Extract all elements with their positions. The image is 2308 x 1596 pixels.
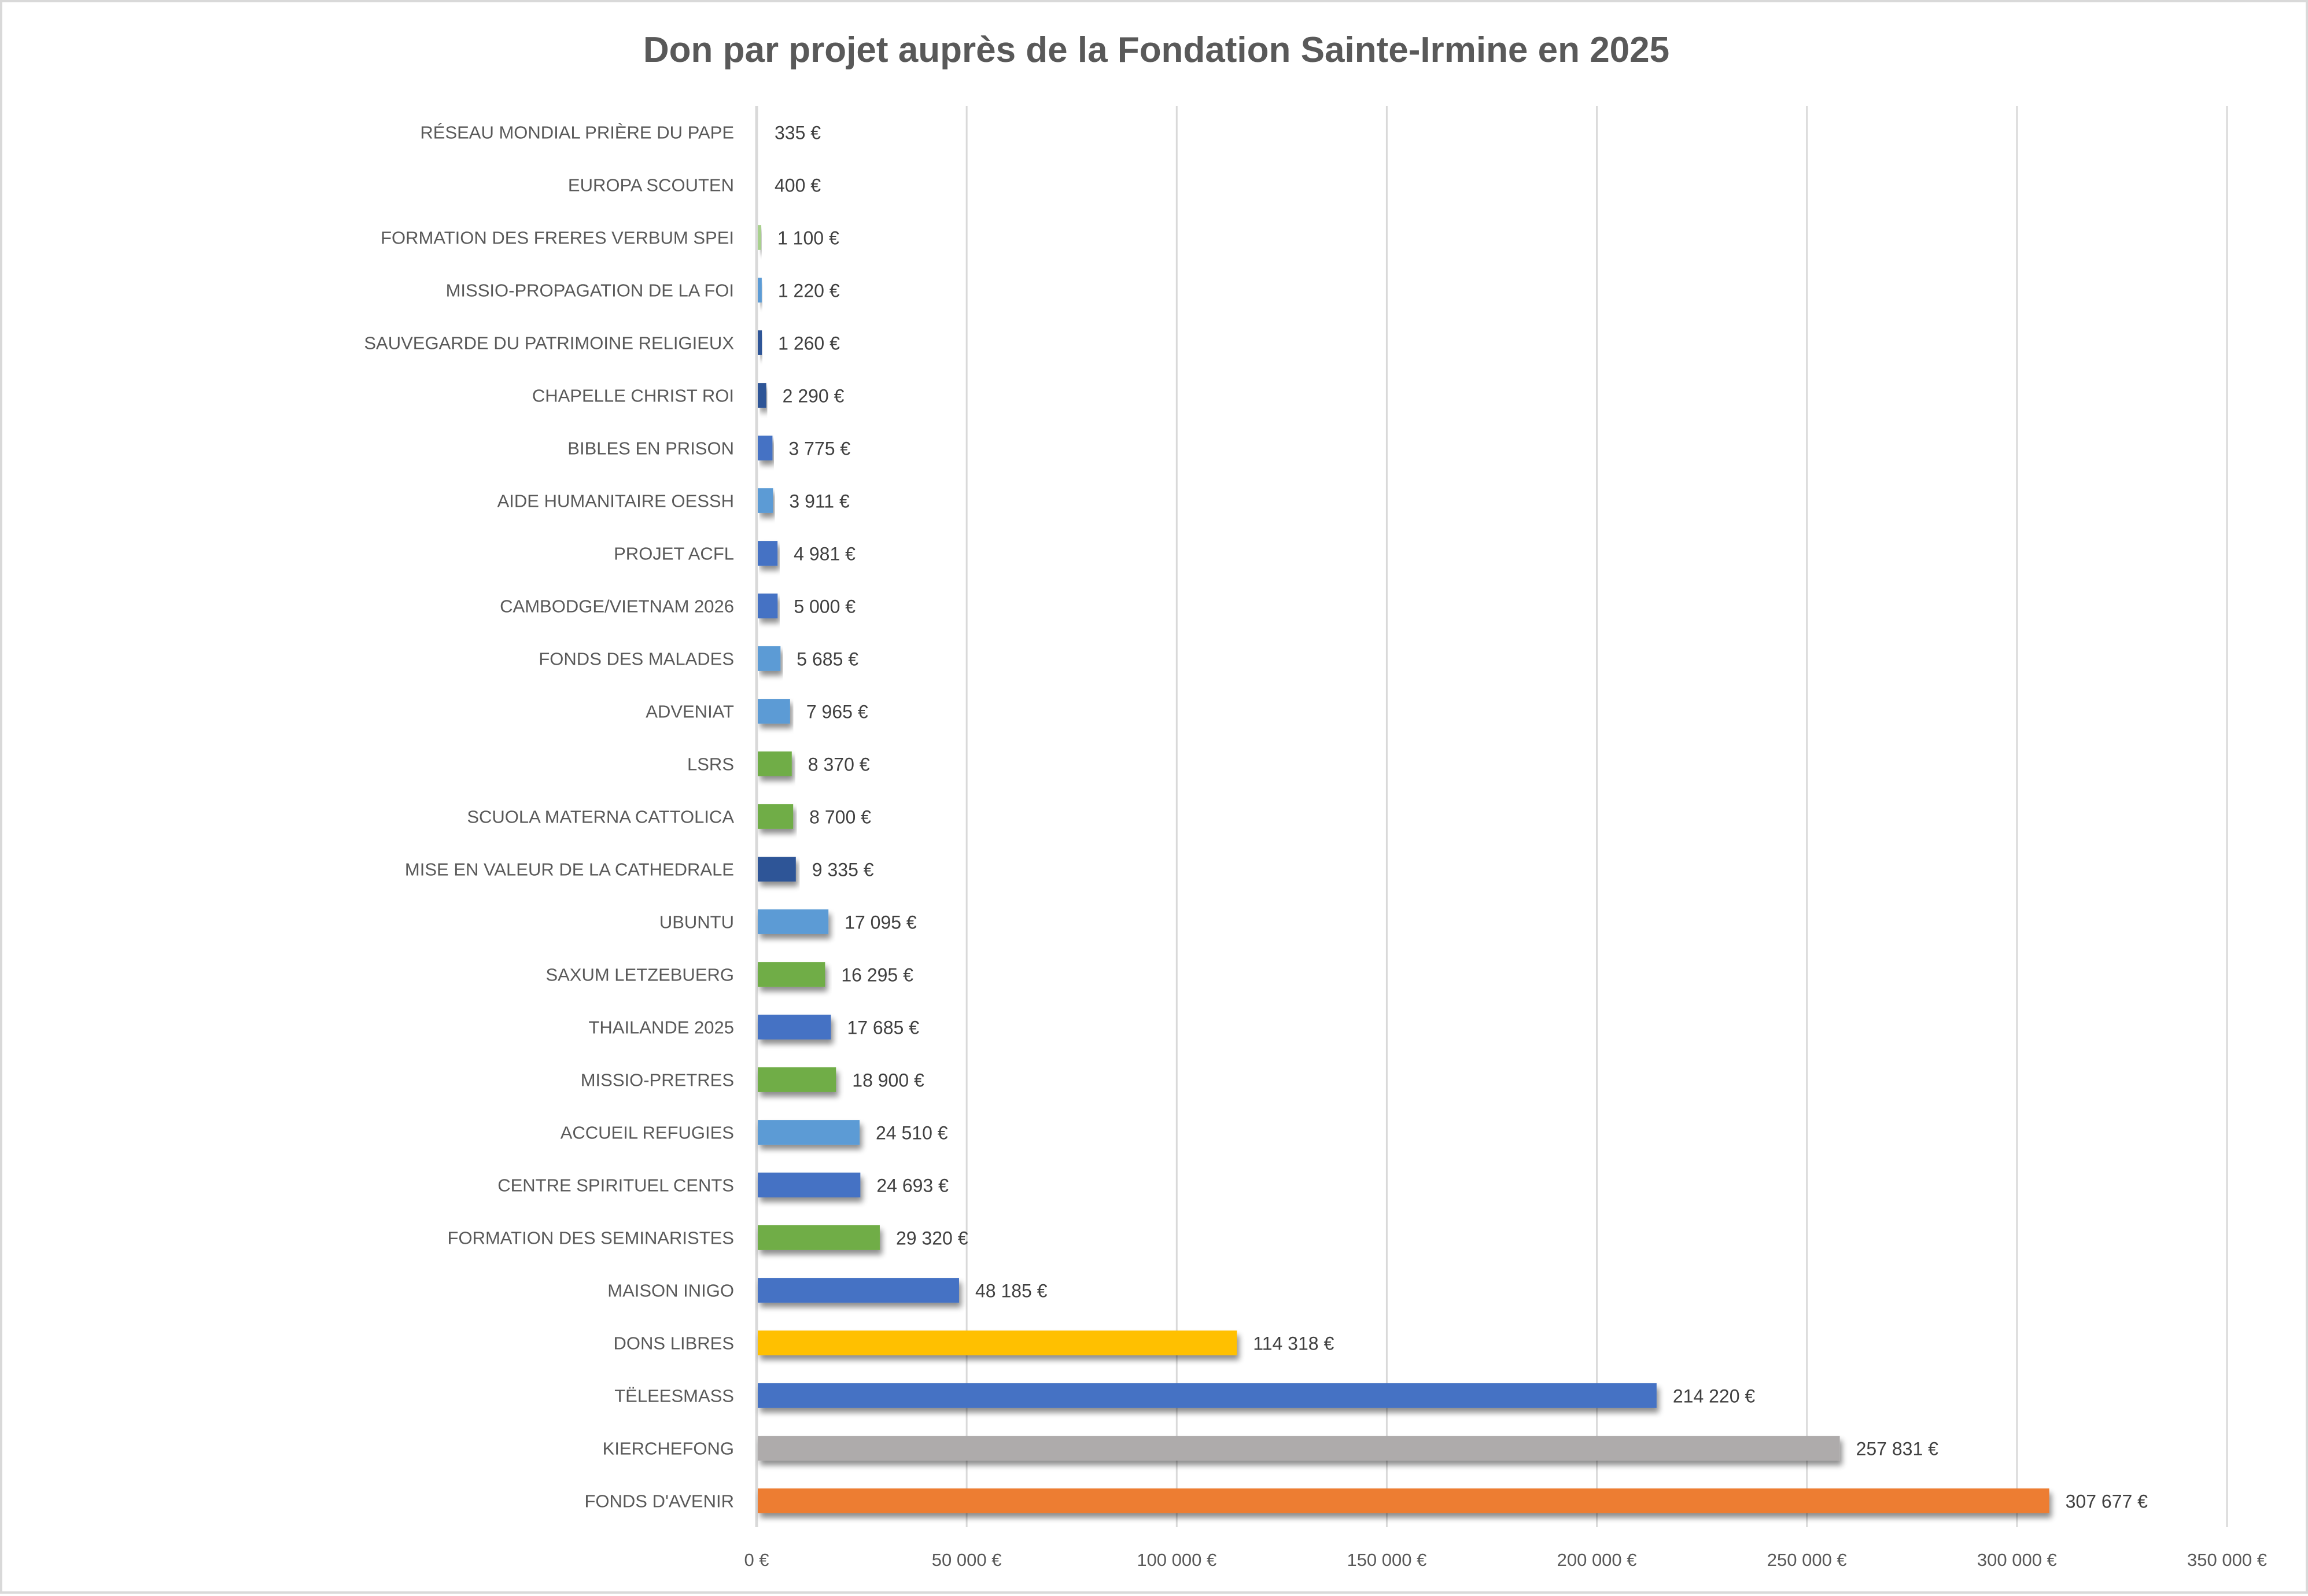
data-label: 29 320 € xyxy=(896,1228,968,1249)
category-label: SAXUM LETZEBUERG xyxy=(545,965,734,985)
category-label: UBUNTU xyxy=(659,912,734,932)
data-label: 8 700 € xyxy=(809,807,871,828)
bar[interactable] xyxy=(758,1488,2049,1513)
category-label: ACCUEIL REFUGIES xyxy=(561,1123,734,1143)
data-label: 5 000 € xyxy=(794,596,856,617)
x-tick-label: 50 000 € xyxy=(932,1550,1002,1570)
bar[interactable] xyxy=(758,909,829,934)
data-label: 1 260 € xyxy=(778,333,840,354)
data-label: 1 100 € xyxy=(777,228,839,249)
bar[interactable] xyxy=(758,1067,836,1092)
bar[interactable] xyxy=(758,1120,860,1145)
bar[interactable] xyxy=(758,1225,880,1250)
bar[interactable] xyxy=(758,1173,861,1197)
bar[interactable] xyxy=(758,541,778,566)
category-label: FONDS D'AVENIR xyxy=(584,1491,734,1512)
category-labels: RÉSEAU MONDIAL PRIÈRE DU PAPE EUROPA SCOU… xyxy=(364,123,734,1512)
bar[interactable] xyxy=(758,804,794,829)
category-label: TËLEESMASS xyxy=(614,1386,734,1406)
value-labels: 335 € 400 € 1 100 € 1 220 € 1 260 € 2 290 € 3 … xyxy=(775,123,2148,1512)
bar[interactable] xyxy=(758,962,825,987)
x-tick-label: 300 000 € xyxy=(1977,1550,2057,1570)
x-tick-label: 100 000 € xyxy=(1137,1550,1216,1570)
category-label: SCUOLA MATERNA CATTOLICA xyxy=(467,807,734,827)
data-label: 400 € xyxy=(775,175,821,196)
data-label: 24 693 € xyxy=(876,1175,949,1196)
category-label: FONDS DES MALADES xyxy=(539,649,734,669)
x-tick-label: 250 000 € xyxy=(1767,1550,1847,1570)
bar[interactable] xyxy=(758,857,796,882)
bar[interactable] xyxy=(758,1383,1657,1408)
category-label: EUROPA SCOUTEN xyxy=(568,175,734,196)
category-label: ADVENIAT xyxy=(646,702,734,722)
category-label: DONS LIBRES xyxy=(614,1333,734,1354)
category-label: CAMBODGE/VIETNAM 2026 xyxy=(500,596,734,617)
category-label: AIDE HUMANITAIRE OESSH xyxy=(497,491,734,511)
category-label: BIBLES EN PRISON xyxy=(567,438,734,459)
data-label: 4 981 € xyxy=(794,544,856,565)
category-label: FORMATION DES FRERES VERBUM SPEI xyxy=(381,228,734,248)
bar[interactable] xyxy=(758,383,766,408)
data-label: 335 € xyxy=(775,123,821,143)
bars xyxy=(758,120,2049,1513)
x-tick-label: 150 000 € xyxy=(1347,1550,1426,1570)
category-label: PROJET ACFL xyxy=(614,544,734,564)
data-label: 2 290 € xyxy=(783,386,845,407)
bar[interactable] xyxy=(758,646,781,671)
category-label: CENTRE SPIRITUEL CENTS xyxy=(497,1175,734,1196)
category-label: KIERCHEFONG xyxy=(603,1439,734,1459)
bar[interactable] xyxy=(758,1278,959,1303)
bar[interactable] xyxy=(758,751,792,776)
data-label: 17 685 € xyxy=(847,1018,919,1038)
data-label: 8 370 € xyxy=(808,754,870,775)
bar[interactable] xyxy=(758,1330,1237,1355)
bar[interactable] xyxy=(758,699,790,724)
data-label: 48 185 € xyxy=(975,1281,1048,1302)
data-label: 1 220 € xyxy=(778,281,840,301)
data-label: 114 318 € xyxy=(1253,1333,1334,1354)
data-label: 7 965 € xyxy=(806,702,868,723)
bar[interactable] xyxy=(758,330,762,355)
category-label: LSRS xyxy=(687,754,734,775)
gridlines xyxy=(755,106,2228,1527)
x-axis-tick-labels: 0 € 50 000 € 100 000 € 150 000 € 200 000 € 25… xyxy=(744,1550,2267,1570)
category-label: MISSIO-PROPAGATION DE LA FOI xyxy=(446,281,734,301)
data-label: 214 220 € xyxy=(1673,1386,1756,1407)
data-label: 18 900 € xyxy=(852,1070,924,1091)
data-label: 17 095 € xyxy=(845,912,917,933)
bar[interactable] xyxy=(758,594,778,618)
data-label: 257 831 € xyxy=(1856,1439,1939,1459)
bar[interactable] xyxy=(758,225,761,250)
category-label: THAILANDE 2025 xyxy=(588,1018,734,1038)
bar[interactable] xyxy=(758,1436,1840,1461)
category-label: MISE EN VALEUR DE LA CATHEDRALE xyxy=(405,860,734,880)
x-tick-label: 200 000 € xyxy=(1557,1550,1637,1570)
category-label: SAUVEGARDE DU PATRIMOINE RELIGIEUX xyxy=(364,333,734,353)
data-label: 9 335 € xyxy=(812,860,874,880)
category-label: FORMATION DES SEMINARISTES xyxy=(448,1228,734,1248)
category-label: MISSIO-PRETRES xyxy=(581,1070,734,1090)
bar[interactable] xyxy=(758,488,773,513)
chart-title: Don par projet auprès de la Fondation Sa… xyxy=(643,30,1669,70)
x-tick-label: 0 € xyxy=(744,1550,769,1570)
data-label: 5 685 € xyxy=(797,649,858,670)
category-label: MAISON INIGO xyxy=(607,1281,734,1301)
bar[interactable] xyxy=(758,436,773,460)
bar[interactable] xyxy=(758,278,762,303)
data-label: 307 677 € xyxy=(2066,1491,2148,1512)
category-label: RÉSEAU MONDIAL PRIÈRE DU PAPE xyxy=(420,123,734,143)
bar[interactable] xyxy=(758,1015,831,1040)
data-label: 16 295 € xyxy=(841,965,913,986)
data-label: 24 510 € xyxy=(876,1123,948,1144)
x-tick-label: 350 000 € xyxy=(2187,1550,2267,1570)
data-label: 3 911 € xyxy=(789,491,850,512)
category-label: CHAPELLE CHRIST ROI xyxy=(532,386,734,406)
data-label: 3 775 € xyxy=(788,438,850,459)
